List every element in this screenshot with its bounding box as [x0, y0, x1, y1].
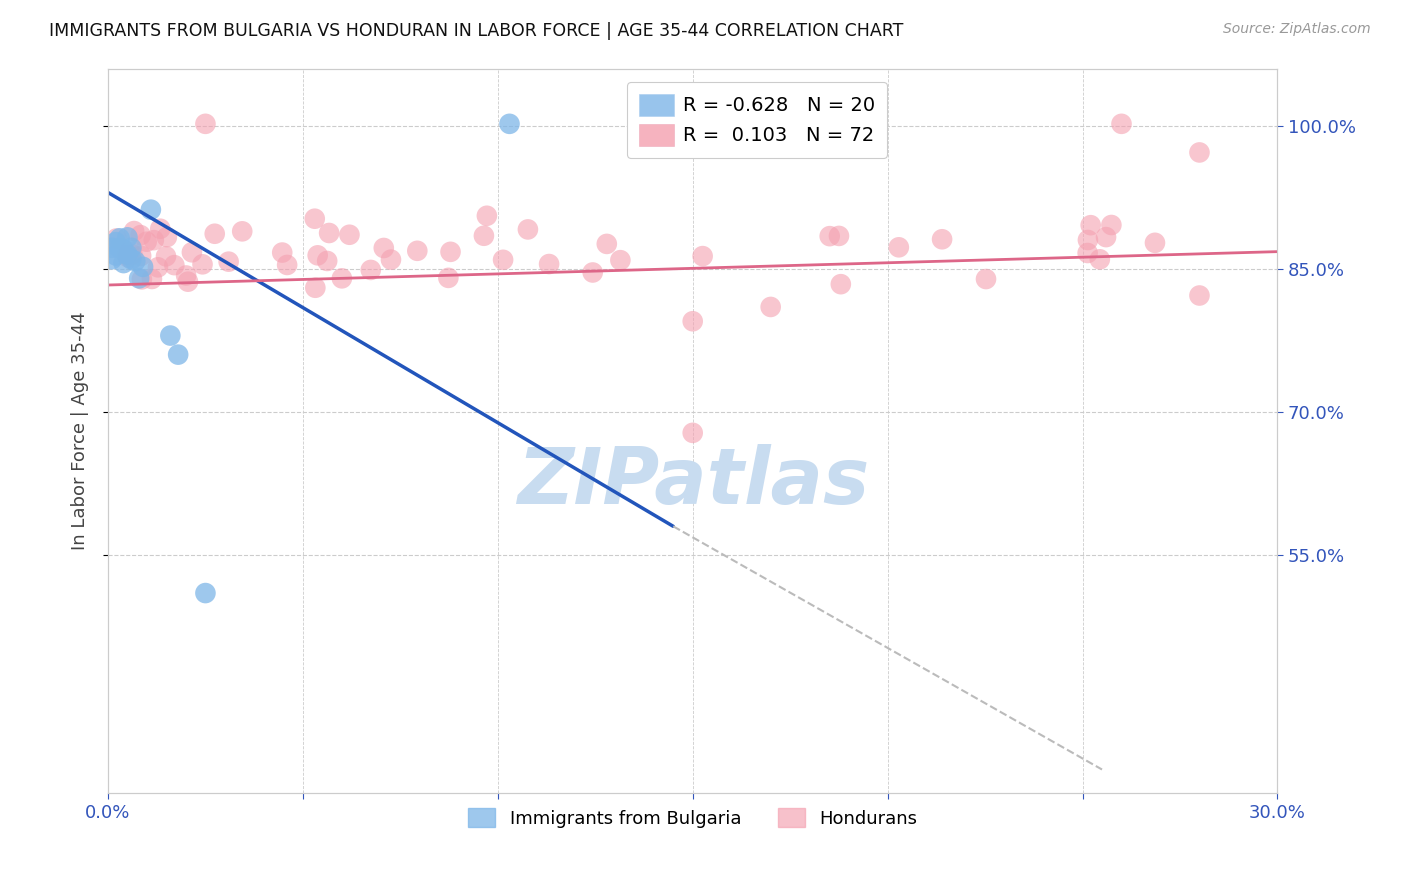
- Point: [204, 227, 226, 241]
- Point: [1088, 252, 1111, 267]
- Point: [132, 260, 155, 274]
- Point: [159, 328, 181, 343]
- Point: [112, 256, 135, 270]
- Text: Source: ZipAtlas.com: Source: ZipAtlas.com: [1223, 22, 1371, 37]
- Point: [218, 254, 240, 268]
- Point: [180, 245, 202, 260]
- Point: [117, 250, 139, 264]
- Point: [129, 249, 152, 263]
- Point: [146, 260, 169, 275]
- Point: [339, 227, 361, 242]
- Point: [1188, 288, 1211, 302]
- Point: [406, 244, 429, 258]
- Point: [167, 348, 190, 362]
- Point: [174, 268, 197, 283]
- Point: [516, 222, 538, 236]
- Point: [1080, 218, 1102, 232]
- Point: [194, 586, 217, 600]
- Point: [115, 248, 138, 262]
- Point: [830, 277, 852, 292]
- Point: [104, 248, 127, 262]
- Point: [121, 247, 143, 261]
- Point: [135, 235, 157, 249]
- Point: [128, 271, 150, 285]
- Point: [101, 241, 124, 255]
- Point: [131, 272, 153, 286]
- Text: IMMIGRANTS FROM BULGARIA VS HONDURAN IN LABOR FORCE | AGE 35-44 CORRELATION CHAR: IMMIGRANTS FROM BULGARIA VS HONDURAN IN …: [49, 22, 904, 40]
- Point: [475, 209, 498, 223]
- Point: [276, 258, 298, 272]
- Point: [124, 254, 146, 268]
- Text: ZIPatlas: ZIPatlas: [516, 443, 869, 520]
- Legend: Immigrants from Bulgaria, Hondurans: Immigrants from Bulgaria, Hondurans: [461, 801, 924, 835]
- Point: [1077, 233, 1099, 247]
- Point: [818, 229, 841, 244]
- Point: [304, 211, 326, 226]
- Point: [1111, 117, 1133, 131]
- Point: [1077, 246, 1099, 260]
- Point: [112, 243, 135, 257]
- Point: [129, 228, 152, 243]
- Point: [828, 228, 851, 243]
- Point: [373, 241, 395, 255]
- Point: [582, 265, 605, 279]
- Point: [538, 257, 561, 271]
- Point: [307, 248, 329, 262]
- Point: [437, 271, 460, 285]
- Point: [120, 252, 142, 267]
- Point: [682, 425, 704, 440]
- Point: [104, 235, 127, 249]
- Point: [1188, 145, 1211, 160]
- Point: [360, 263, 382, 277]
- Point: [117, 247, 139, 261]
- Y-axis label: In Labor Force | Age 35-44: In Labor Force | Age 35-44: [72, 311, 89, 550]
- Point: [191, 257, 214, 271]
- Point: [194, 117, 217, 131]
- Point: [931, 232, 953, 246]
- Point: [105, 231, 128, 245]
- Point: [380, 252, 402, 267]
- Point: [139, 202, 162, 217]
- Point: [498, 117, 520, 131]
- Point: [155, 249, 177, 263]
- Point: [163, 258, 186, 272]
- Point: [304, 281, 326, 295]
- Point: [316, 254, 339, 268]
- Point: [117, 230, 139, 244]
- Point: [141, 272, 163, 286]
- Point: [271, 245, 294, 260]
- Point: [492, 252, 515, 267]
- Point: [149, 221, 172, 235]
- Point: [330, 271, 353, 285]
- Point: [177, 275, 200, 289]
- Point: [120, 241, 142, 255]
- Point: [231, 224, 253, 238]
- Point: [156, 230, 179, 244]
- Point: [1095, 230, 1118, 244]
- Point: [887, 240, 910, 254]
- Point: [118, 244, 141, 259]
- Point: [122, 224, 145, 238]
- Point: [142, 233, 165, 247]
- Point: [108, 241, 131, 255]
- Point: [472, 228, 495, 243]
- Point: [1099, 218, 1122, 232]
- Point: [439, 244, 461, 259]
- Point: [1143, 235, 1166, 250]
- Point: [682, 314, 704, 328]
- Point: [759, 300, 782, 314]
- Point: [101, 252, 124, 267]
- Point: [609, 253, 631, 268]
- Point: [974, 272, 997, 286]
- Point: [692, 249, 714, 263]
- Point: [108, 231, 131, 245]
- Point: [596, 236, 619, 251]
- Point: [318, 226, 340, 240]
